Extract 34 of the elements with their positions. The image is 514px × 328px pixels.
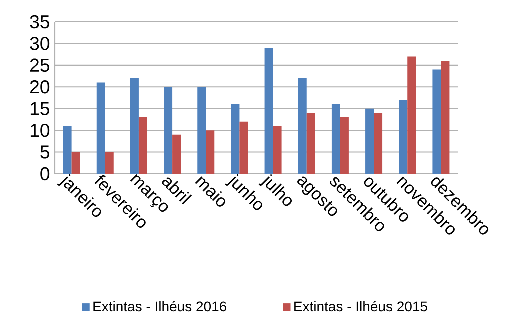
bar	[264, 48, 274, 174]
bar	[63, 126, 72, 174]
bar	[164, 87, 173, 174]
bar	[332, 104, 340, 174]
bar	[340, 118, 349, 174]
y-tick-label: 30	[30, 37, 50, 50]
bar	[96, 82, 106, 174]
bar	[130, 78, 139, 174]
y-tick-label: 15	[30, 102, 50, 116]
bar	[298, 78, 307, 174]
bar	[138, 118, 148, 174]
bar	[399, 100, 408, 174]
legend-label: Extintas - Ilhéus 2016	[94, 301, 227, 312]
bar	[408, 56, 416, 174]
y-tick-label: 0	[40, 167, 50, 181]
bar	[432, 70, 442, 174]
y-tick-label: 10	[30, 124, 50, 138]
y-tick-label: 20	[30, 80, 50, 94]
bar	[231, 104, 240, 174]
bar	[172, 134, 182, 174]
y-tick-label: 35	[30, 15, 50, 29]
bar	[105, 152, 114, 174]
bar	[306, 113, 316, 174]
y-tick-label: 5	[40, 146, 50, 159]
bar	[240, 122, 248, 174]
bar	[441, 61, 450, 174]
bar	[273, 126, 282, 174]
bar	[198, 87, 206, 174]
y-tick-label: 25	[30, 58, 50, 72]
bar	[374, 113, 383, 174]
bar	[206, 130, 215, 174]
bar	[366, 108, 374, 174]
legend-label: Extintas - Ilhéus 2015	[294, 301, 428, 312]
bar	[72, 152, 80, 174]
